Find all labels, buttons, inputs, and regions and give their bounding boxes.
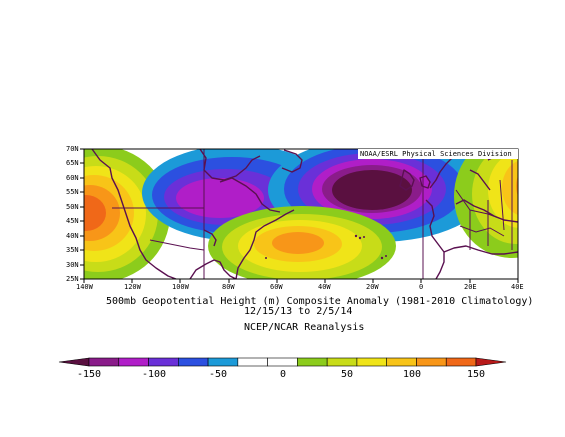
lon-label: 40W (318, 283, 331, 291)
lat-label: 45N (66, 217, 79, 225)
lat-label: 65N (66, 159, 79, 167)
map-frame (83, 148, 519, 280)
lon-label: 20W (366, 283, 379, 291)
colorbar-arrow-left (58, 357, 90, 367)
colorbar-arrow-right (475, 357, 507, 367)
credit-text: NOAA/ESRL Physical Sciences Division (360, 150, 512, 158)
colorbar-segment (386, 357, 417, 367)
colorbar-label: 150 (466, 369, 486, 380)
positive-anomaly-west (84, 149, 170, 279)
colorbar-label: 0 (279, 369, 287, 380)
colorbar-segment (148, 357, 179, 367)
credit-box (358, 149, 518, 159)
colorbar-label: -150 (76, 369, 102, 380)
islands (265, 234, 387, 260)
colorbar-segment (237, 357, 268, 367)
positive-anomaly-subtropical (208, 206, 396, 279)
lat-label: 25N (66, 275, 79, 283)
lat-ticks (80, 148, 84, 280)
lon-label: 140W (76, 283, 93, 291)
colorbar-segment (416, 357, 447, 367)
lat-label: 60N (66, 174, 79, 182)
colorbar-label: 50 (340, 369, 354, 380)
lat-label: 50N (66, 203, 79, 211)
data-source: NCEP/NCAR Reanalysis (244, 322, 365, 333)
coastlines (91, 149, 518, 279)
colorbar-segment (267, 357, 298, 367)
borders (112, 149, 513, 279)
lat-label: 35N (66, 246, 79, 254)
colorbar-segment (207, 357, 239, 367)
lon-ticks (83, 279, 519, 283)
colorbar-segment (88, 357, 120, 367)
lon-label: 60W (270, 283, 283, 291)
colorbar-segment (118, 357, 149, 367)
colorbar-label: 100 (402, 369, 422, 380)
lon-label: 100W (172, 283, 189, 291)
colorbar-segment (356, 357, 387, 367)
lon-label: 20E (464, 283, 477, 291)
lon-label: 0 (419, 283, 424, 291)
lon-label: 120W (124, 283, 141, 291)
colorbar-label: -100 (141, 369, 167, 380)
date-range: 12/15/13 to 2/5/14 (244, 306, 353, 317)
colorbar-segment (326, 357, 358, 367)
anomaly-field (84, 149, 518, 279)
colorbar-label: -50 (208, 369, 228, 380)
colorbar-segment (178, 357, 209, 367)
colorbar (58, 357, 507, 367)
lat-label: 40N (66, 232, 79, 240)
colorbar-segment (445, 357, 477, 367)
lon-label: 40E (511, 283, 524, 291)
colorbar-segment (297, 357, 328, 367)
lat-label: 30N (66, 261, 79, 269)
map-title: 500mb Geopotential Height (m) Composite … (106, 296, 534, 307)
lat-label: 55N (66, 188, 79, 196)
lat-label: 70N (66, 145, 79, 153)
lon-label: 80W (222, 283, 235, 291)
